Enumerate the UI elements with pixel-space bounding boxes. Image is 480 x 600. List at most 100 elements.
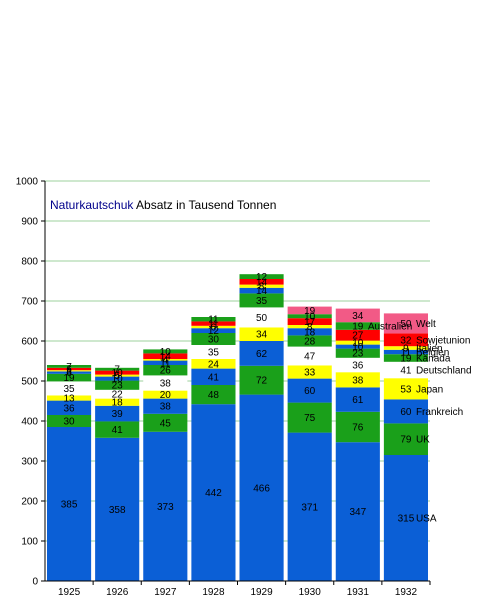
segment-label: 38	[160, 402, 172, 413]
bar-segment	[383, 455, 428, 581]
bar-segment	[335, 372, 380, 388]
segment-label: 6	[211, 323, 217, 334]
bar-segment	[383, 423, 428, 455]
y-tick-label: 200	[21, 497, 38, 508]
segment-label: 8	[307, 322, 313, 333]
bar-segment	[287, 346, 332, 366]
segment-label: 32	[400, 335, 412, 346]
segment-label: 7	[114, 365, 120, 376]
segment-label: 3	[66, 366, 72, 377]
segment-label: 41	[400, 366, 412, 377]
segment-label: 14	[160, 352, 172, 363]
bar-segment	[191, 345, 236, 359]
y-tick-label: 0	[32, 577, 38, 588]
segment-label: 11	[401, 348, 412, 359]
segment-label: 10	[112, 368, 124, 379]
bar-segment	[383, 346, 428, 350]
segment-label: 39	[112, 409, 124, 420]
segment-label: 12	[256, 272, 268, 283]
segment-label: 72	[256, 376, 268, 387]
segment-label: 5	[114, 371, 120, 382]
bar-segment	[335, 357, 380, 373]
series-label: Kanada	[416, 354, 451, 365]
segment-label: 12	[208, 326, 220, 337]
bar-segment	[95, 367, 140, 371]
bar-segment	[239, 365, 284, 395]
bar-segment	[239, 284, 284, 288]
bar-segment	[95, 389, 140, 399]
bar-segment	[239, 293, 284, 308]
segment-label: 35	[208, 348, 220, 359]
x-tick-label: 1928	[202, 587, 225, 598]
x-tick-label: 1927	[154, 587, 177, 598]
segment-label: 34	[352, 311, 364, 322]
segment-label: 315	[398, 514, 415, 525]
bar-segment	[335, 329, 380, 341]
segment-label: 18	[304, 327, 316, 338]
segment-label: 14	[256, 286, 268, 297]
segment-label: 75	[304, 413, 316, 424]
bar-segment	[287, 325, 332, 329]
bar-segment	[335, 411, 380, 443]
bar-segment	[191, 328, 236, 333]
segment-label: 6	[66, 365, 72, 376]
bar-segment	[383, 378, 428, 400]
bar-segment	[191, 404, 236, 581]
bar-segment	[239, 327, 284, 341]
x-tick-label: 1930	[299, 587, 322, 598]
segment-label: 385	[61, 500, 78, 511]
segment-label: 11	[208, 319, 219, 330]
x-tick-label: 1929	[250, 587, 273, 598]
bar-segment	[47, 367, 92, 371]
bar-segment	[191, 385, 236, 405]
segment-label: 8	[259, 282, 265, 293]
bar-segment	[239, 279, 284, 285]
segment-label: 347	[349, 507, 366, 518]
y-tick-label: 900	[21, 217, 38, 228]
bar-segment	[47, 371, 92, 374]
bars	[47, 274, 428, 581]
bar-segment	[335, 344, 380, 349]
segment-label: 442	[205, 488, 222, 499]
segment-label: 28	[304, 337, 316, 348]
segment-label: 45	[160, 418, 172, 429]
segment-label: 466	[253, 483, 270, 494]
bar-segment	[143, 398, 188, 414]
segment-label: 23	[352, 349, 364, 360]
x-tick-label: 1926	[106, 587, 129, 598]
series-label: Belgien	[416, 348, 449, 359]
bar-segment	[335, 308, 380, 323]
series-label: Japan	[416, 384, 443, 395]
segment-label: 7	[66, 362, 72, 373]
bar-segment	[191, 333, 236, 345]
segment-label: 13	[64, 394, 76, 405]
segment-label: 48	[208, 390, 220, 401]
bar-segment	[95, 370, 140, 375]
bar-segment	[383, 313, 428, 334]
segment-label: 38	[352, 375, 364, 386]
series-label: Frankreich	[416, 407, 463, 418]
chart-title: Naturkautschuk Absatz in Tausend Tonnen	[50, 198, 276, 212]
bar-segment	[239, 307, 284, 328]
segment-label: 41	[208, 372, 220, 383]
segment-label: 23	[112, 381, 124, 392]
y-tick-label: 100	[21, 537, 38, 548]
bar-segment	[239, 287, 284, 294]
segment-label: 62	[256, 349, 268, 360]
bar-segment	[191, 325, 236, 329]
segment-label: 11	[208, 315, 219, 326]
bar-segment	[287, 314, 332, 319]
y-tick-label: 300	[21, 457, 38, 468]
bar-segment	[191, 368, 236, 385]
bar-segment	[191, 317, 236, 322]
bar-segment	[287, 306, 332, 315]
y-tick-label: 500	[21, 377, 38, 388]
bar-segment	[95, 376, 140, 381]
segment-label: 79	[400, 435, 412, 446]
bar-segment	[95, 398, 140, 406]
segment-labels: 3853036133519636735841391822231051073734…	[61, 272, 415, 524]
segment-label: 38	[160, 379, 172, 390]
bar-segment	[95, 405, 140, 422]
